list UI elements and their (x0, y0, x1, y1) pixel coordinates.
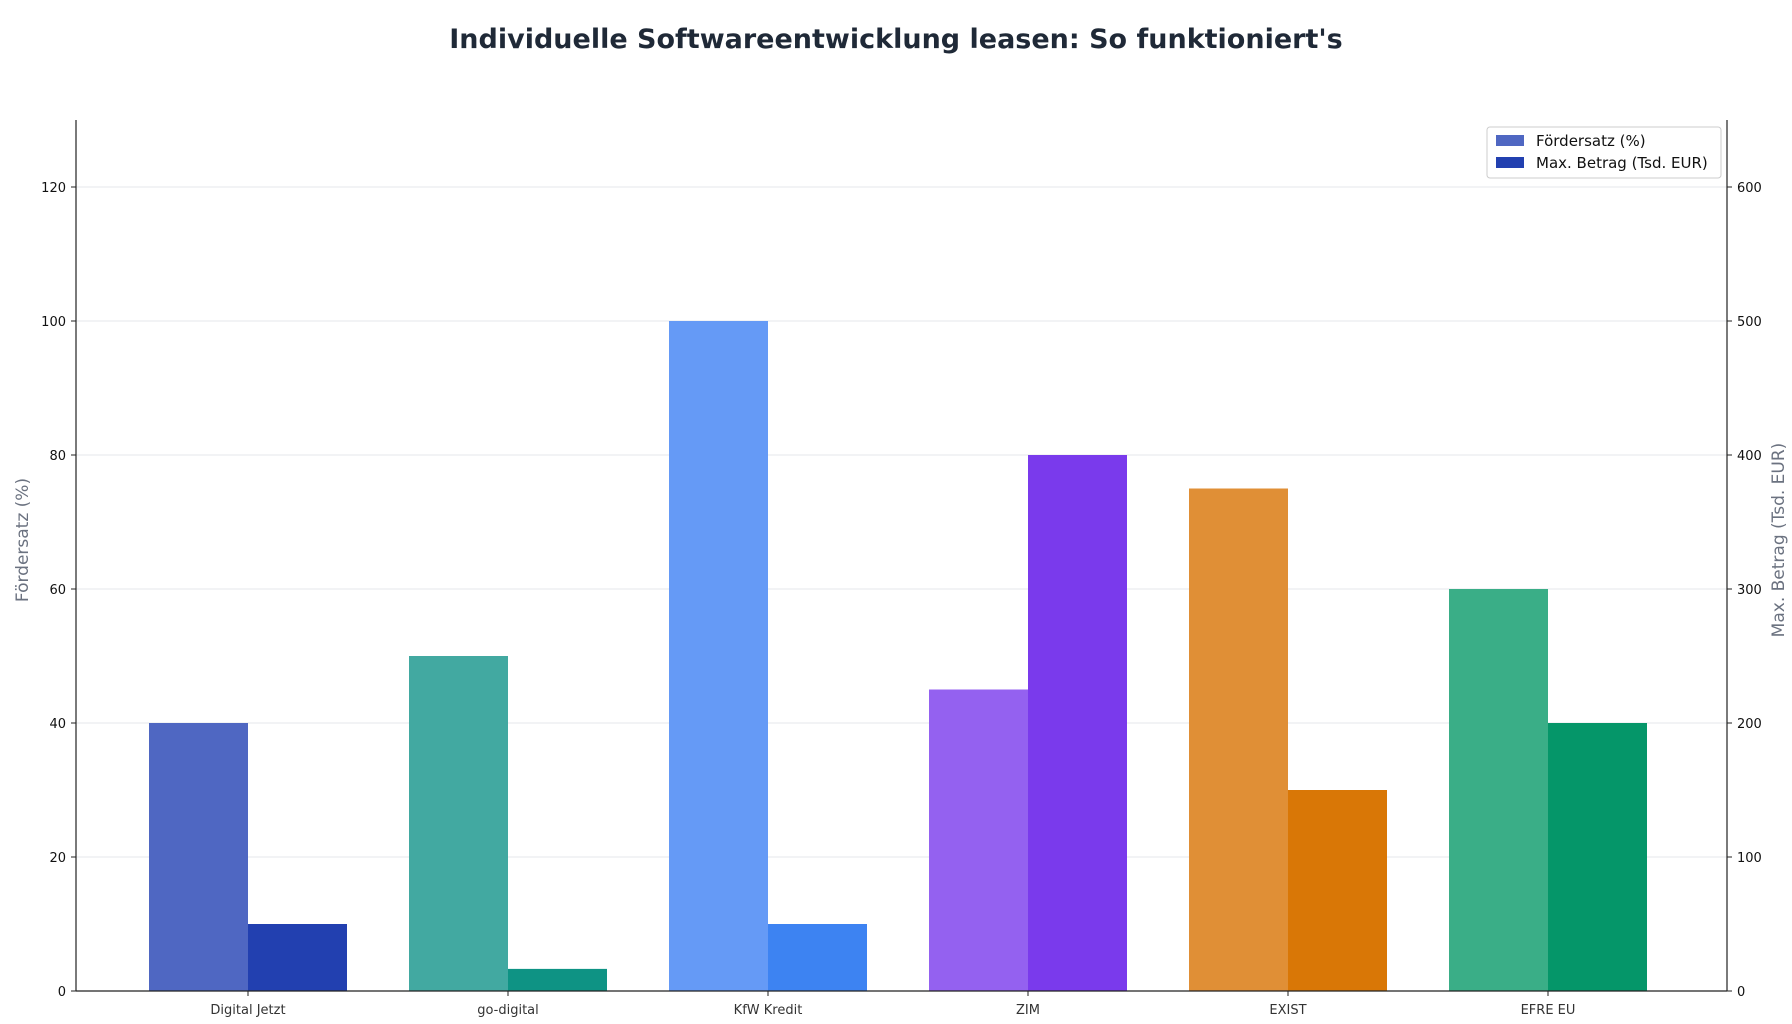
legend-label-rate: Fördersatz (%) (1536, 132, 1646, 150)
legend: Fördersatz (%) Max. Betrag (Tsd. EUR) (1486, 126, 1722, 179)
y-axis-label-right: Max. Betrag (Tsd. EUR) (1769, 443, 1789, 638)
legend-box (1486, 126, 1722, 179)
x-tick-label: Digital Jetzt (210, 1003, 285, 1018)
left-ticks: 0 20 40 60 80 100 120 (41, 181, 76, 1000)
bar-amount-go-digital (508, 968, 607, 991)
bar-rate-go-digital (409, 656, 508, 991)
y-axis-label-left: Fördersatz (%) (13, 478, 33, 602)
category-labels: Digital Jetzt go-digital KfW Kredit ZIM EXIS… (210, 991, 1575, 1018)
bar-rate-digital-jetzt (149, 723, 248, 991)
bars (149, 321, 1647, 991)
right-tick-label: 300 (1737, 583, 1762, 598)
left-tick-label: 40 (49, 717, 66, 732)
legend-swatch-amount (1496, 157, 1524, 168)
legend-swatch-rate (1496, 135, 1524, 146)
bar-amount-digital-jetzt (248, 924, 347, 991)
left-tick-label: 0 (58, 985, 66, 1000)
bar-amount-kfw-kredit (768, 924, 867, 991)
left-tick-label: 120 (41, 181, 66, 196)
bar-amount-exist (1288, 790, 1387, 991)
right-tick-label: 500 (1737, 315, 1762, 330)
bar-amount-zim (1028, 455, 1127, 991)
bar-rate-efre-eu (1449, 589, 1548, 991)
x-tick-label: EFRE EU (1521, 1003, 1576, 1018)
x-tick-label: KfW Kredit (734, 1003, 803, 1018)
bar-rate-zim (929, 689, 1028, 991)
gridlines (76, 186, 1727, 858)
legend-label-amount: Max. Betrag (Tsd. EUR) (1536, 154, 1708, 172)
bar-rate-kfw-kredit (669, 321, 768, 991)
right-tick-label: 0 (1737, 985, 1745, 1000)
right-tick-label: 100 (1737, 851, 1762, 866)
x-tick-label: go-digital (477, 1003, 539, 1018)
right-ticks: 0 100 200 300 400 500 600 (1727, 181, 1762, 1000)
right-tick-label: 400 (1737, 449, 1762, 464)
bar-amount-efre-eu (1548, 723, 1647, 991)
x-tick-label: EXIST (1269, 1003, 1306, 1018)
left-tick-label: 80 (49, 449, 66, 464)
axes (75, 120, 1728, 992)
left-tick-label: 100 (41, 315, 66, 330)
bar-rate-exist (1189, 488, 1288, 991)
chart-title: Individuelle Softwareentwicklung leasen:… (449, 24, 1343, 55)
right-tick-label: 200 (1737, 717, 1762, 732)
x-tick-label: ZIM (1016, 1003, 1040, 1018)
right-tick-label: 600 (1737, 181, 1762, 196)
left-tick-label: 20 (49, 851, 66, 866)
left-tick-label: 60 (49, 583, 66, 598)
